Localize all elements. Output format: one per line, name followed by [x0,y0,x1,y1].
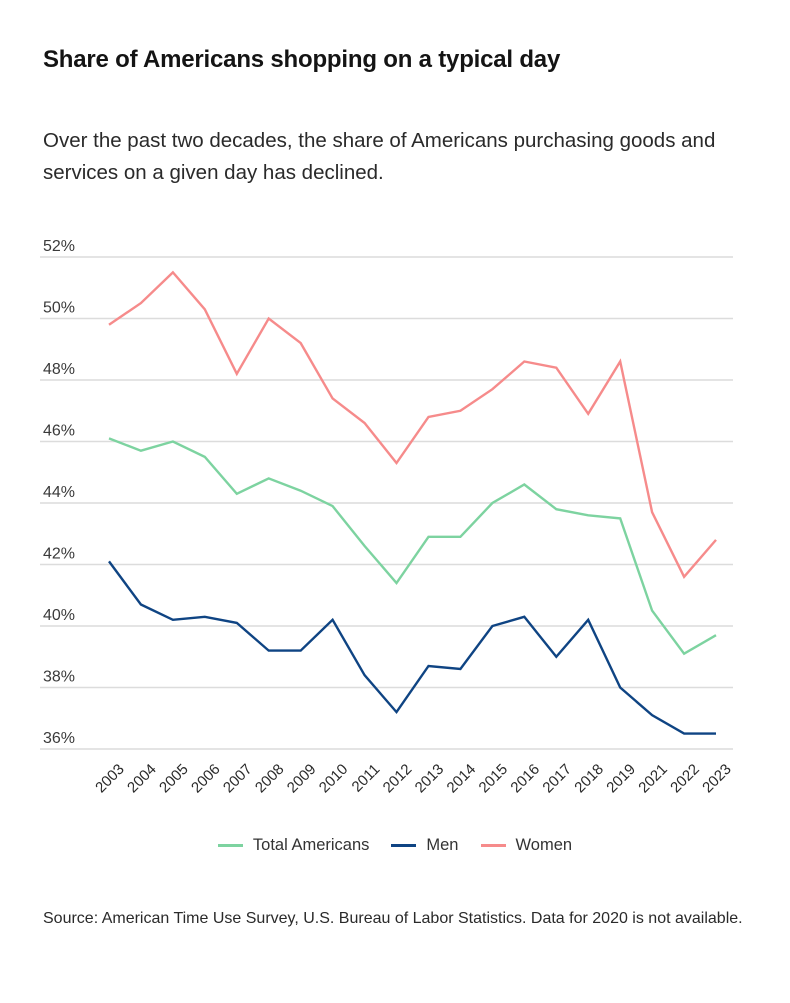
series-lines [108,270,717,735]
y-axis-ticks: 36% 38% 40% 42% 44% 46% 48% 50% 52% [43,238,75,747]
legend-item-total[interactable]: Total Americans [217,836,370,855]
y-tick-label: 44% [43,484,75,501]
series-line-total-americans [108,437,717,656]
legend-item-men[interactable]: Men [391,836,459,855]
legend-swatch-men [391,844,417,847]
x-tick-label: 2015 [476,761,512,797]
chart-subtitle: Over the past two decades, the share of … [43,129,716,184]
x-tick-label: 2023 [699,761,735,797]
x-tick-label: 2004 [124,761,160,797]
y-tick-label: 40% [43,607,75,624]
x-tick-label: 2022 [667,761,703,797]
x-tick-label: 2009 [284,761,320,797]
series-line-women [108,270,717,579]
x-tick-label: 2007 [220,761,256,797]
legend: Total Americans Men Women [0,836,790,855]
x-tick-label: 2005 [156,761,192,797]
y-tick-label: 38% [43,669,75,686]
y-tick-label: 42% [43,546,75,563]
source-note: Source: American Time Use Survey, U.S. B… [43,910,743,927]
y-tick-label: 48% [43,361,75,378]
line-chart: 36% 38% 40% 42% 44% 46% 48% 50% 52% 200320042005… [40,238,735,797]
x-tick-label: 2018 [571,761,607,797]
x-tick-label: 2021 [635,761,671,797]
x-tick-label: 2011 [349,761,384,796]
x-tick-label: 2010 [316,761,352,797]
x-tick-label: 2014 [444,761,480,797]
legend-label-women: Women [515,836,573,854]
x-tick-label: 2003 [92,761,128,797]
x-tick-label: 2008 [252,761,288,797]
x-tick-label: 2019 [603,761,639,797]
x-tick-label: 2012 [380,761,416,797]
x-tick-label: 2017 [539,761,575,797]
y-tick-label: 50% [43,300,75,317]
legend-swatch-women [480,844,506,847]
chart-title: Share of Americans shopping on a typical… [43,46,561,73]
legend-item-women[interactable]: Women [480,836,573,855]
y-tick-label: 36% [43,730,75,747]
x-tick-label: 2013 [412,761,448,797]
series-line-men [108,560,716,735]
grid-lines [40,256,733,750]
x-tick-label: 2006 [188,761,224,797]
legend-swatch-total [217,844,243,847]
legend-label-total: Total Americans [252,836,370,854]
legend-label-men: Men [426,836,459,854]
y-tick-label: 46% [43,423,75,440]
y-tick-label: 52% [43,238,75,255]
x-tick-label: 2016 [507,761,543,797]
x-axis-ticks: 2003200420052006200720082009201020112012… [92,761,735,797]
